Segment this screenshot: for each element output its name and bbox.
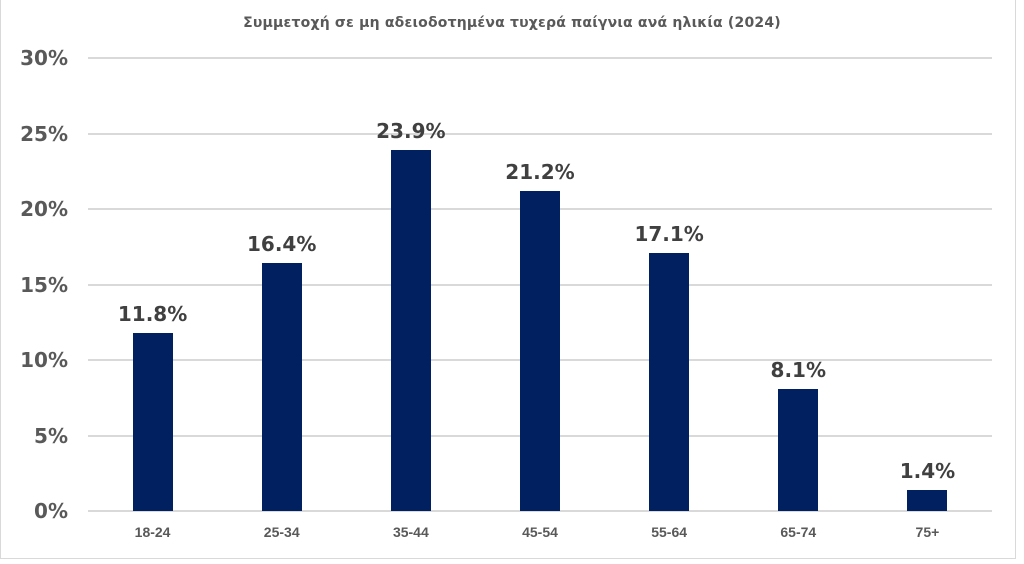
bar-45-54 xyxy=(520,190,560,511)
x-tick-label: 25-34 xyxy=(263,524,300,540)
data-label: 1.4% xyxy=(899,458,956,483)
gridline xyxy=(88,57,992,59)
x-tick-label: 18-24 xyxy=(134,524,171,540)
x-tick-label: 65-74 xyxy=(780,524,817,540)
data-label: 17.1% xyxy=(634,221,704,246)
chart-title: Συμμετοχή σε μη αδειοδοτημένα τυχερά παί… xyxy=(243,15,781,31)
data-label: 16.4% xyxy=(247,232,317,257)
bar-35-44 xyxy=(390,150,431,511)
plot-area: 0% 5% 10% 15% 20% 25% 30% 11.8% 18-24 16.4% 25-34 2… xyxy=(20,46,992,540)
y-tick-label: 5% xyxy=(34,423,68,448)
data-label: 21.2% xyxy=(505,159,575,184)
y-tick-label: 20% xyxy=(20,197,68,221)
bar-65-74 xyxy=(778,388,819,511)
gridline xyxy=(88,510,992,512)
y-tick-label: 10% xyxy=(20,348,68,372)
y-tick-label: 25% xyxy=(20,121,68,146)
gridline xyxy=(88,132,992,135)
data-label: 23.9% xyxy=(376,119,446,144)
y-tick-label: 15% xyxy=(20,272,68,297)
bar-25-34 xyxy=(261,263,302,511)
bar-75+ xyxy=(907,489,948,511)
bar-55-64 xyxy=(649,252,690,511)
x-tick-label: 55-64 xyxy=(651,524,688,540)
y-tick-label: 30% xyxy=(20,46,68,70)
data-label: 11.8% xyxy=(117,301,188,326)
bar-18-24 xyxy=(132,332,173,511)
y-tick-label: 0% xyxy=(34,499,68,523)
x-tick-label: 45-54 xyxy=(522,524,558,540)
x-tick-label: 75+ xyxy=(915,524,940,540)
data-label: 8.1% xyxy=(770,357,827,382)
x-tick-label: 35-44 xyxy=(392,524,429,540)
